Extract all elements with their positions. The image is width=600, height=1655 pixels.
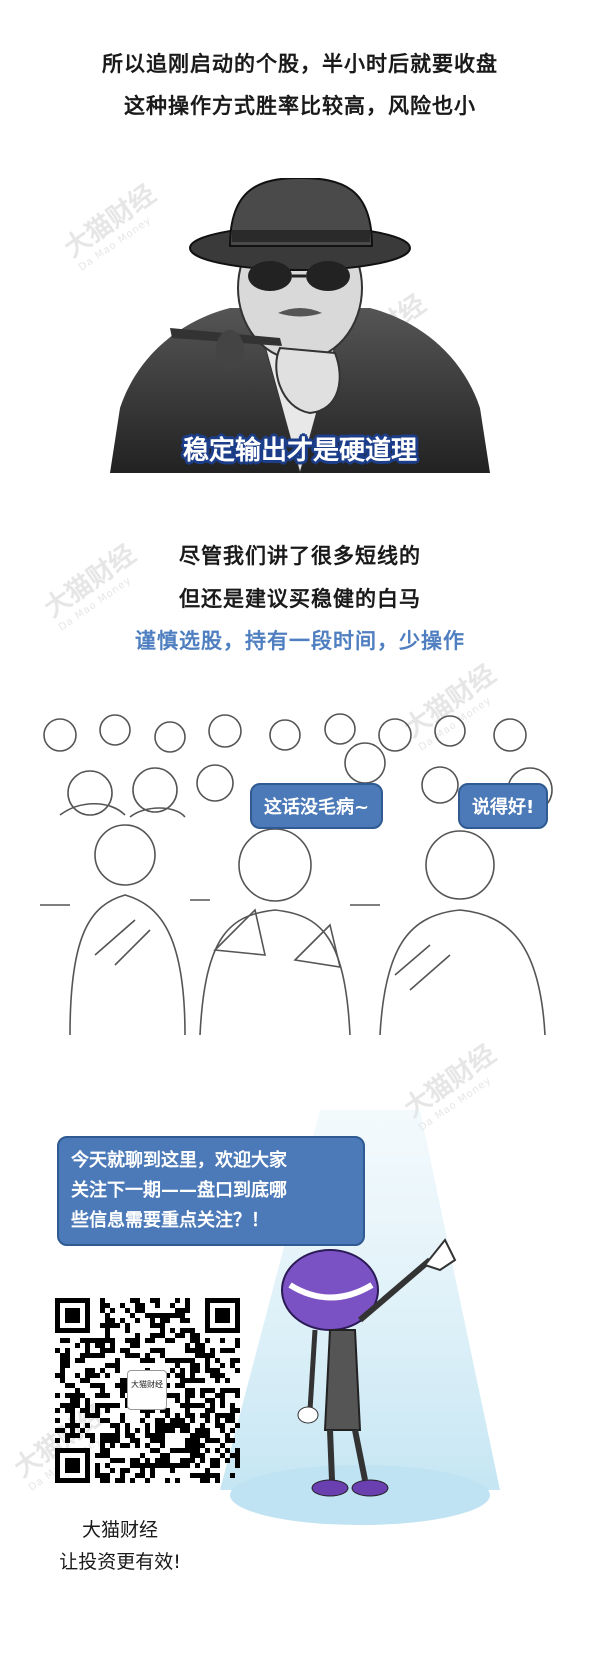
- brand-slogan: 让投资更有效!: [59, 1551, 181, 1573]
- applauding-audience-illustration: [40, 705, 560, 1036]
- portrait-illustration: [110, 176, 490, 475]
- cat-character-illustration: [260, 1230, 470, 1510]
- portrait-caption: 稳定输出才是硬道理: [182, 436, 417, 466]
- advice-line-1: 尽管我们讲了很多短线的: [179, 544, 421, 568]
- closing-line-2: 关注下一期——盘口到底哪: [71, 1180, 287, 1201]
- qr-code[interactable]: 大猫财经: [55, 1298, 240, 1483]
- brand-name: 大猫财经: [81, 1519, 158, 1541]
- closing-speech-bubble: 今天就聊到这里，欢迎大家 关注下一期——盘口到底哪 些信息需要重点关注？！: [57, 1136, 365, 1246]
- intro-line-2: 这种操作方式胜率比较高，风险也小: [124, 94, 476, 118]
- intro-line-1: 所以追刚启动的个股，半小时后就要收盘: [102, 52, 498, 76]
- qr-center-label: 大猫财经: [131, 1380, 163, 1389]
- qr-center-logo: 大猫财经: [127, 1370, 167, 1410]
- closing-line-3: 些信息需要重点关注？！: [71, 1210, 269, 1231]
- advice-line-2: 但还是建议买稳健的白马: [179, 587, 421, 611]
- audience-sketch: [40, 713, 553, 1036]
- closing-line-1: 今天就聊到这里，欢迎大家: [71, 1150, 287, 1171]
- speech-bubble-left: 这话没毛病~: [250, 783, 384, 829]
- speech-bubble-right: 说得好!: [458, 783, 549, 829]
- advice-line-3: 谨慎选股，持有一段时间，少操作: [135, 629, 465, 653]
- man-with-pipe-illustration: [110, 176, 490, 475]
- dancing-cat: [281, 1238, 457, 1497]
